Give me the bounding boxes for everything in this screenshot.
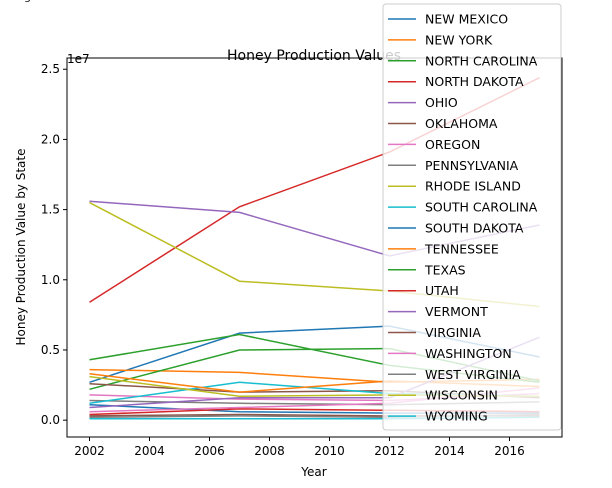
legend-label-5: OKLAHOMA — [425, 116, 498, 131]
legend-label-13: UTAH — [425, 283, 459, 298]
x-tick-label-0: 2002 — [74, 444, 105, 458]
y-tick-label-2: 1.0 — [41, 273, 60, 287]
legend: NEW MEXICO NEW YORK NORTH CAROLINA NORTH DA… — [382, 3, 562, 431]
legend-label-8: RHODE ISLAND — [425, 179, 521, 194]
top-left-fragment: g — [24, 0, 31, 3]
legend-label-3: NORTH DAKOTA — [425, 74, 524, 89]
x-tick-label-1: 2004 — [134, 444, 165, 458]
legend-label-17: WEST VIRGINIA — [425, 367, 521, 382]
legend-label-11: TENNESSEE — [424, 241, 499, 256]
x-tick-label-6: 2014 — [434, 444, 465, 458]
legend-label-0: NEW MEXICO — [425, 12, 508, 27]
legend-label-14: VERMONT — [425, 304, 488, 319]
x-tick-label-5: 2012 — [374, 444, 405, 458]
legend-label-1: NEW YORK — [425, 32, 493, 47]
legend-label-7: PENNSYLVANIA — [425, 158, 519, 173]
x-tick-label-3: 2008 — [254, 444, 285, 458]
legend-label-16: WASHINGTON — [425, 346, 512, 361]
y-axis-multiplier: 1e7 — [67, 52, 90, 66]
legend-label-12: TEXAS — [424, 262, 466, 277]
legend-label-10: SOUTH DAKOTA — [425, 221, 524, 236]
legend-label-2: NORTH CAROLINA — [425, 53, 538, 68]
legend-label-15: VIRGINIA — [425, 325, 481, 340]
legend-label-18: WISCONSIN — [425, 388, 498, 403]
legend-label-19: WYOMING — [425, 409, 488, 424]
x-axis-label: Year — [300, 465, 326, 479]
y-tick-label-4: 2.0 — [41, 132, 60, 146]
y-axis: 0.0 0.5 1.0 1.5 2.0 2.5 — [41, 62, 67, 427]
y-tick-label-1: 0.5 — [41, 343, 60, 357]
x-tick-label-4: 2010 — [314, 444, 345, 458]
y-axis-label: Honey Production Value by State — [14, 149, 28, 346]
y-tick-label-3: 1.5 — [41, 203, 60, 217]
x-tick-label-2: 2006 — [194, 444, 225, 458]
y-tick-label-5: 2.5 — [41, 62, 60, 76]
plot-frame — [66, 57, 563, 438]
x-tick-label-7: 2016 — [494, 444, 525, 458]
x-axis: 2002 2004 2006 2008 2010 2012 2014 2016 — [74, 437, 525, 458]
legend-label-9: SOUTH CAROLINA — [425, 200, 538, 215]
chart-title: Honey Production Values — [227, 48, 401, 64]
legend-label-4: OHIO — [425, 95, 458, 110]
legend-label-6: OREGON — [425, 137, 480, 152]
y-tick-label-0: 0.0 — [41, 413, 60, 427]
legend-box — [382, 3, 562, 431]
